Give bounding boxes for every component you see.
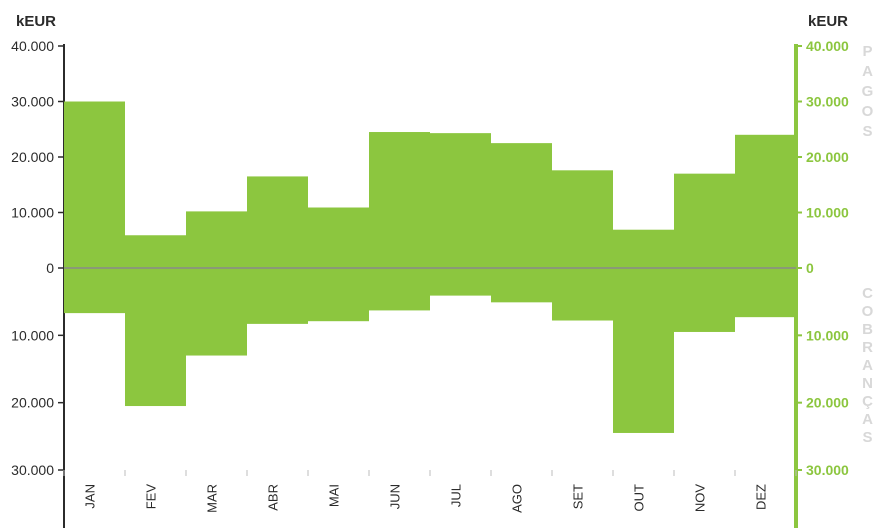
monthly-pagos-cobrancas-chart: 40.000 30.000 20.000 10.000 0 10.000 20.000 30.… xyxy=(0,0,884,528)
chart-svg: 40.000 30.000 20.000 10.000 0 10.000 20.000 30.… xyxy=(0,0,884,528)
month-label: OUT xyxy=(632,484,647,512)
side-label-pagos-char: O xyxy=(862,103,875,120)
side-label-cobrancas-char: C xyxy=(862,285,874,302)
left-tick-label: 30.000 xyxy=(11,462,54,478)
bar-top xyxy=(674,174,735,268)
side-label-pagos-char: S xyxy=(862,123,873,140)
month-label: NOV xyxy=(693,484,708,513)
side-label-pagos-char: A xyxy=(862,63,874,80)
bar-bottom xyxy=(64,268,125,313)
left-tick-label: 30.000 xyxy=(11,94,54,110)
month-label: AGO xyxy=(510,484,525,513)
bar-top xyxy=(613,230,674,268)
month-label: JUL xyxy=(449,484,464,507)
side-label-cobrancas-char: A xyxy=(862,357,874,374)
month-label: FEV xyxy=(144,484,159,510)
side-label-cobrancas-char: Ç xyxy=(862,393,874,410)
bar-top xyxy=(552,170,613,268)
side-label-pagos-char: G xyxy=(862,83,875,100)
bar-bottom xyxy=(552,268,613,321)
bar-top xyxy=(125,235,186,268)
month-label: ABR xyxy=(266,484,281,511)
left-tick-label: 20.000 xyxy=(11,395,54,411)
bar-bottom xyxy=(430,268,491,296)
bar-top xyxy=(735,135,796,268)
bar-top xyxy=(308,208,369,268)
bar-top xyxy=(247,176,308,268)
month-label: SET xyxy=(571,484,586,509)
month-label: MAR xyxy=(205,484,220,513)
left-tick-label: 40.000 xyxy=(11,38,54,54)
right-tick-label: 20.000 xyxy=(806,395,849,411)
left-axis-title: kEUR xyxy=(16,13,56,30)
left-tick-label: 10.000 xyxy=(11,205,54,221)
right-tick-label: 20.000 xyxy=(806,149,849,165)
side-label-cobrancas-char: A xyxy=(862,411,874,428)
side-label-cobrancas-char: O xyxy=(862,303,875,320)
bar-bottom xyxy=(674,268,735,332)
right-tick-label: 10.000 xyxy=(806,327,849,343)
side-label-cobrancas-char: B xyxy=(862,321,874,338)
bar-top xyxy=(491,143,552,268)
bar-top xyxy=(369,132,430,268)
bar-bottom xyxy=(735,268,796,317)
right-tick-label: 10.000 xyxy=(806,205,849,221)
month-label: MAI xyxy=(327,484,342,507)
month-label: JUN xyxy=(388,484,403,509)
bar-bottom xyxy=(125,268,186,406)
bar-bottom xyxy=(247,268,308,324)
bar-top xyxy=(430,133,491,268)
left-tick-label: 0 xyxy=(46,260,54,276)
month-label: JAN xyxy=(83,484,98,509)
month-label: DEZ xyxy=(754,484,769,510)
bar-bottom xyxy=(186,268,247,356)
bar-bottom xyxy=(308,268,369,321)
right-tick-label: 0 xyxy=(806,260,814,276)
side-label-cobrancas-char: S xyxy=(862,429,873,446)
side-label-cobrancas-char: R xyxy=(862,339,874,356)
right-tick-label: 40.000 xyxy=(806,38,849,54)
left-tick-label: 20.000 xyxy=(11,149,54,165)
right-tick-label: 30.000 xyxy=(806,462,849,478)
side-label-pagos-char: P xyxy=(862,43,873,60)
right-axis-title: kEUR xyxy=(808,13,848,30)
bar-top xyxy=(186,211,247,268)
bar-top xyxy=(64,102,125,269)
right-tick-label: 30.000 xyxy=(806,94,849,110)
bar-bottom xyxy=(491,268,552,302)
bar-bottom xyxy=(369,268,430,310)
left-tick-label: 10.000 xyxy=(11,327,54,343)
bar-bottom xyxy=(613,268,674,433)
side-label-cobrancas-char: N xyxy=(862,375,874,392)
